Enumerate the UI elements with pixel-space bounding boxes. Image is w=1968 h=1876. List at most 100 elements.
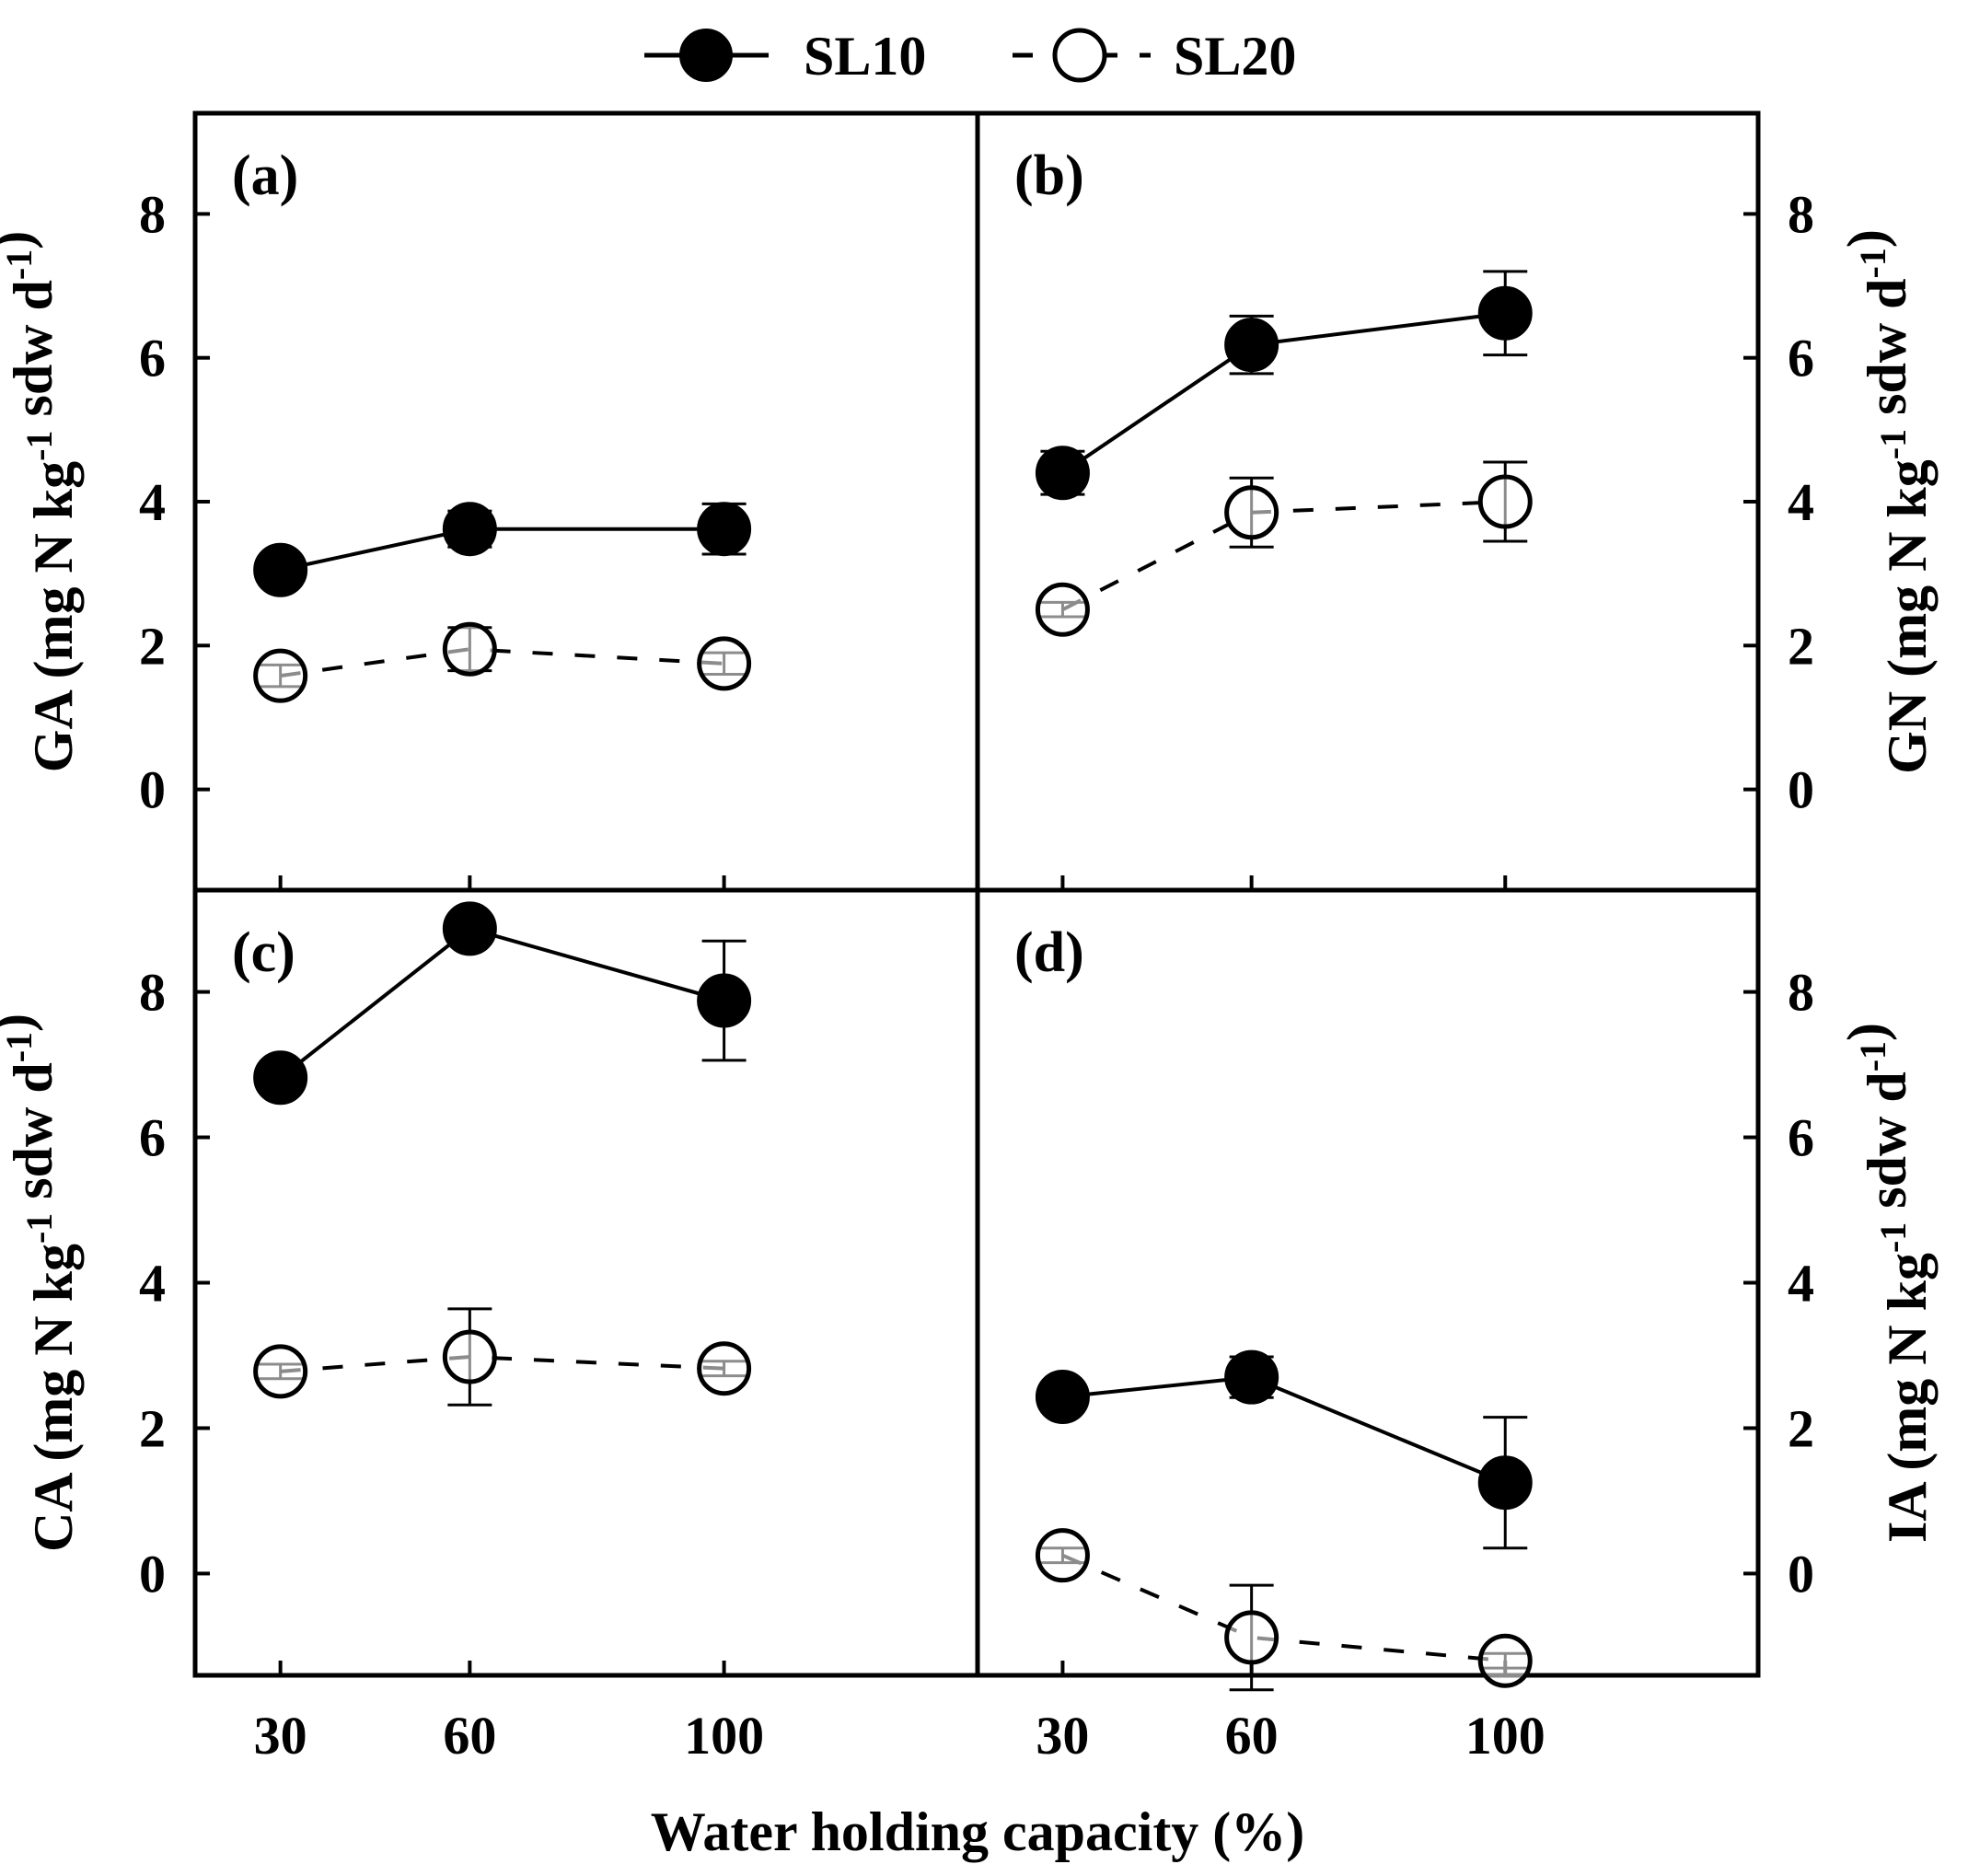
panel-d-series-sl10 bbox=[1035, 1349, 1533, 1550]
panel-d-series-sl20-point bbox=[1224, 1610, 1279, 1665]
y-axis-title-text: GA (mg N kg bbox=[23, 461, 84, 772]
panel-c-y-tick-label: 8 bbox=[139, 963, 166, 1023]
panel-b-series-sl20-point bbox=[1035, 582, 1090, 637]
panel-c-y-tick-label: 2 bbox=[139, 1398, 166, 1458]
panel-a-series-sl10-line bbox=[280, 527, 724, 573]
y-axis-title-text: ) bbox=[0, 231, 43, 249]
panel-d-series-sl20 bbox=[1035, 1528, 1533, 1692]
y-axis-title-superscript: -1 bbox=[1852, 248, 1893, 278]
panel-c-y-tick-label: 6 bbox=[139, 1108, 166, 1168]
panel-d-series-sl10-point bbox=[1224, 1349, 1279, 1405]
panel-d-series-sl20-line bbox=[1061, 1553, 1506, 1663]
panel-c-x-tick-label: 100 bbox=[684, 1706, 764, 1766]
panel-b-series-sl10 bbox=[1035, 270, 1533, 501]
panel-c-series-sl20-point bbox=[442, 1329, 497, 1384]
y-axis-title-text: GN (mg N kg bbox=[1877, 459, 1938, 774]
panel-c-series-sl10-point bbox=[253, 1050, 308, 1106]
y-axis-title-text: CA (mg N kg bbox=[23, 1244, 84, 1552]
y-axis-title-superscript: -1 bbox=[1852, 1041, 1893, 1071]
panel-d-y-tick-label: 6 bbox=[1788, 1108, 1814, 1168]
panel-d-series-sl20-point bbox=[1477, 1633, 1533, 1688]
y-axis-title-superscript: -1 bbox=[1872, 429, 1914, 459]
panel-a-series-sl10-point bbox=[442, 502, 497, 557]
panel-c-y-tick-label: 4 bbox=[139, 1254, 166, 1314]
legend-label-sl10: SL10 bbox=[804, 26, 926, 87]
panel-a-y-axis-title: GA (mg N kg-1 sdw d-1) bbox=[0, 231, 84, 772]
panel-a-y-tick-label: 2 bbox=[139, 616, 166, 676]
panel-a-series-sl10 bbox=[253, 502, 752, 597]
y-axis-title-text: sdw d bbox=[1857, 1071, 1917, 1222]
panel-d-series-sl10-line bbox=[1062, 1375, 1507, 1485]
y-axis-title-superscript: -1 bbox=[0, 249, 40, 280]
panel-c-series-sl10 bbox=[253, 901, 752, 1106]
panel-b-label: (b) bbox=[1014, 145, 1084, 207]
panel-d-series-sl10-point bbox=[1477, 1455, 1533, 1511]
panel-b-series-sl10-line bbox=[1061, 311, 1506, 475]
panel-d-y-axis-title: IA (mg N kg-1 sdw d-1) bbox=[1836, 1023, 1938, 1543]
y-axis-title-text: sdw d bbox=[1857, 278, 1917, 428]
panel-b-series-sl20 bbox=[1035, 460, 1533, 637]
panel-c-series-sl20-point bbox=[697, 1341, 752, 1396]
y-axis-title-text: sdw d bbox=[3, 280, 64, 430]
panel-d-y-tick-label: 4 bbox=[1788, 1254, 1814, 1314]
panel-c-series-sl10-point bbox=[697, 973, 752, 1028]
legend-entry-sl10: SL10 bbox=[644, 26, 926, 87]
panel-a-y-tick-label: 0 bbox=[139, 760, 166, 820]
panel-a-y-tick-label: 4 bbox=[139, 472, 166, 532]
y-axis-title-text: ) bbox=[0, 1013, 43, 1032]
panel-a-frame bbox=[192, 110, 980, 893]
panel-b-series-sl10-point bbox=[1477, 285, 1533, 341]
panel-b-series-sl20-line bbox=[1061, 500, 1506, 612]
x-axis-title: Water holding capacity (%) bbox=[651, 1801, 1305, 1862]
panel-a-series-sl10-point bbox=[697, 502, 752, 557]
panel-a-y-tick-label: 8 bbox=[139, 184, 166, 244]
panel-d-frame bbox=[975, 887, 1761, 1678]
y-axis-title-text: IA (mg N kg bbox=[1877, 1253, 1938, 1543]
panel-a-series-sl20-line bbox=[280, 647, 724, 678]
panel-a-label: (a) bbox=[232, 145, 298, 207]
panel-b-series-sl20-point bbox=[1477, 474, 1533, 529]
panel-a-series-sl20-point bbox=[442, 621, 497, 677]
panel-c-y-axis-title: CA (mg N kg-1 sdw d-1) bbox=[0, 1013, 84, 1552]
panel-c-series-sl10-point bbox=[442, 901, 497, 956]
legend-marker-sl10 bbox=[679, 29, 733, 82]
panel-a-series-sl20-point bbox=[697, 636, 752, 691]
panel-b-series-sl10-point bbox=[1224, 318, 1279, 373]
panel-c-series-sl20-point bbox=[253, 1344, 308, 1399]
panel-c-x-tick-label: 60 bbox=[443, 1706, 496, 1766]
legend-entry-sl20: SL20 bbox=[1013, 26, 1296, 87]
y-axis-title-superscript: -1 bbox=[18, 431, 60, 461]
panel-b-series-sl20-point bbox=[1224, 485, 1279, 540]
panel-d-y-tick-label: 8 bbox=[1788, 963, 1814, 1023]
panel-d-x-tick-label: 30 bbox=[1036, 1706, 1089, 1766]
y-axis-title-text: ) bbox=[1836, 229, 1897, 248]
panel-c-series-sl10-line bbox=[279, 926, 725, 1080]
panel-a-series-sl10-point bbox=[253, 542, 308, 597]
panel-c-series-sl20-line bbox=[280, 1355, 724, 1373]
panel-c-label: (c) bbox=[232, 921, 295, 984]
legend-marker-sl20 bbox=[1052, 28, 1107, 83]
panel-d-series-sl20-point bbox=[1035, 1528, 1090, 1583]
panel-c-x-tick-label: 30 bbox=[254, 1706, 307, 1766]
panel-b-y-tick-label: 2 bbox=[1788, 616, 1814, 676]
panel-d-y-tick-label: 2 bbox=[1788, 1398, 1814, 1458]
panel-b-y-tick-label: 8 bbox=[1788, 184, 1814, 244]
panel-b-y-tick-label: 6 bbox=[1788, 329, 1814, 388]
panel-d-x-tick-label: 100 bbox=[1465, 1706, 1545, 1766]
legend: SL10 SL20 bbox=[644, 26, 1296, 87]
panel-b-series-sl10-point bbox=[1035, 446, 1090, 501]
y-axis-title-text: sdw d bbox=[3, 1062, 64, 1212]
panel-b-frame bbox=[975, 110, 1761, 893]
panel-c-y-tick-label: 0 bbox=[139, 1544, 166, 1604]
panel-a-series-sl20 bbox=[253, 621, 752, 703]
panel-b-y-axis-title: GN (mg N kg-1 sdw d-1) bbox=[1836, 229, 1938, 774]
panel-d-x-tick-label: 60 bbox=[1225, 1706, 1279, 1766]
panel-c: 0 2 4 6 8 30 60 100 (c) CA (mg N kg-1 sdw d-1) bbox=[0, 887, 980, 1766]
panel-c-series-sl20 bbox=[253, 1307, 752, 1407]
panel-c-frame bbox=[192, 887, 980, 1678]
y-axis-title-text: ) bbox=[1836, 1023, 1897, 1041]
panel-d-y-tick-label: 0 bbox=[1788, 1544, 1814, 1604]
